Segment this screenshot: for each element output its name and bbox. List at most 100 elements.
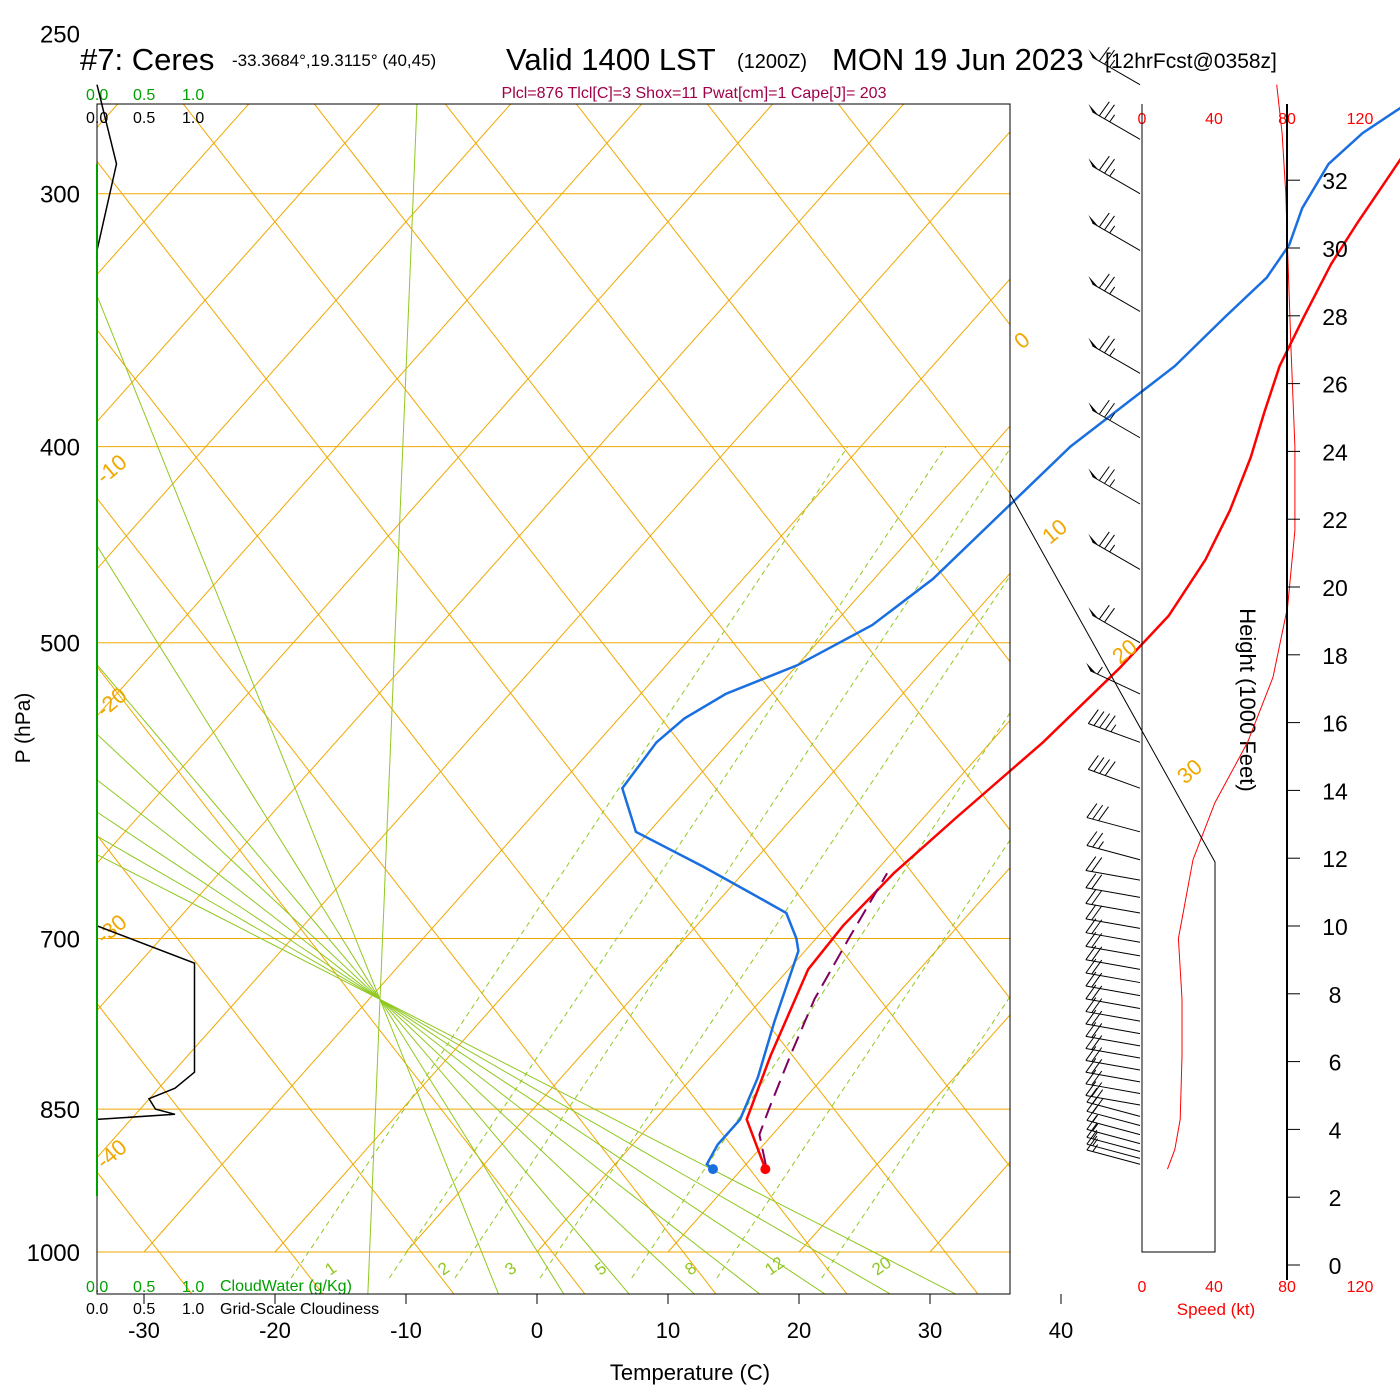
wind-barb-full	[1092, 804, 1104, 820]
wind-barb-staff	[1085, 1011, 1141, 1022]
wind-barb-staff	[1092, 222, 1141, 251]
isotherm-10	[667, 866, 1010, 1253]
wind-barb-16	[1085, 873, 1141, 898]
x-tick-label-40: 40	[1049, 1318, 1073, 1343]
wind-barb-full	[1085, 918, 1097, 933]
wind-barb-staff	[1085, 1083, 1141, 1094]
wind-barb-full	[1092, 832, 1104, 848]
wind-barb-full	[1098, 466, 1110, 481]
isotherm-0	[536, 719, 1010, 1253]
speed-bottom-tick-3: 120	[1347, 1279, 1374, 1296]
height-tick-label-28: 28	[1322, 304, 1348, 330]
wind-barb-full	[1091, 933, 1103, 948]
p-tick-label-400: 400	[40, 435, 80, 462]
wind-barb-full	[1085, 1069, 1097, 1085]
wind-barb-full	[1091, 946, 1103, 962]
wind-barb-staff	[1092, 165, 1141, 195]
speed-top-tick-1: 40	[1205, 111, 1223, 128]
height-tick-label-18: 18	[1322, 643, 1348, 669]
dry-adiabat-30	[97, 665, 586, 1294]
cloud-top-black-1: 0.5	[133, 110, 155, 127]
wind-barb-6	[1088, 399, 1141, 439]
wind-barb-full	[1104, 49, 1115, 65]
wind-barb-37	[1086, 1123, 1141, 1153]
isotherm-label-30: 30	[1172, 754, 1207, 789]
mixing-ratio-2	[389, 446, 947, 1279]
moist-adiabat-25	[97, 811, 826, 1294]
wind-barb-13	[1086, 803, 1141, 833]
wind-barb-staff	[1085, 1059, 1141, 1071]
wind-barb-full	[1091, 1059, 1103, 1074]
wind-barb-half	[1098, 841, 1104, 849]
height-tick-label-20: 20	[1322, 575, 1348, 601]
moist-adiabat-10	[97, 663, 630, 1294]
cloud-bottom-black-0: 0.0	[86, 1301, 108, 1318]
wind-barb-staff	[1085, 902, 1141, 914]
wind-barb-staff	[1086, 1149, 1141, 1165]
wind-barb-39	[1086, 1135, 1141, 1165]
wind-barb-half	[1109, 412, 1116, 421]
wind-barb-full	[1085, 873, 1097, 889]
wind-barb-full	[1104, 607, 1115, 623]
wind-barb-11	[1087, 709, 1141, 743]
isotherm-label-20: 20	[1107, 634, 1142, 669]
height-tick-label-14: 14	[1322, 778, 1348, 804]
wind-barb-5	[1088, 335, 1141, 374]
cloudiness-label: Grid-Scale Cloudiness	[220, 1301, 379, 1318]
isotherm--20	[274, 425, 1010, 1253]
x-tick-label-0: 0	[531, 1318, 543, 1343]
wind-barb-full	[1085, 1081, 1097, 1096]
wind-barb-17	[1085, 889, 1141, 914]
isotherm-50	[1192, 33, 1400, 1252]
speed-bottom-tick-2: 80	[1278, 1279, 1296, 1296]
wind-barb-half	[1109, 286, 1116, 295]
p-tick-label-850: 850	[40, 1097, 80, 1124]
wind-barb-full	[1098, 531, 1110, 547]
wind-barb-full	[1098, 155, 1110, 171]
isotherm--60	[97, 104, 774, 864]
wind-barb-24	[1085, 984, 1141, 1009]
wind-barb-full	[1091, 1070, 1103, 1086]
wind-barb-7	[1088, 466, 1141, 505]
chart-header: #7: Ceres -33.3684°,19.3115° (40,45) Val…	[80, 42, 1277, 102]
isotherm--80	[97, 104, 512, 570]
wind-barb-staff	[1086, 844, 1141, 861]
isotherm-20	[798, 1014, 1010, 1253]
wind-barb-full	[1104, 215, 1115, 231]
height-tick-label-0: 0	[1329, 1253, 1342, 1279]
wind-barb-full	[1087, 755, 1099, 770]
mixing-ratio-label-8: 8	[681, 1258, 700, 1279]
wind-barb-full	[1086, 1115, 1098, 1130]
moist-adiabat--10	[367, 104, 418, 1294]
wind-barb-staff	[1085, 998, 1141, 1009]
wind-barb-staff	[1086, 817, 1141, 833]
wind-barb-full	[1098, 604, 1110, 620]
height-tick-label-12: 12	[1322, 846, 1348, 872]
cloud-top-green-0: 0.0	[86, 87, 108, 104]
forecast-label: [12hrFcst@0358z]	[1105, 50, 1277, 73]
wind-barb-half	[1092, 1144, 1099, 1152]
moist-adiabat-20	[97, 779, 761, 1294]
wind-barb-half	[1109, 479, 1116, 487]
sounding-data	[96, 46, 1400, 1175]
wind-barb-full	[1104, 715, 1116, 730]
dry-adiabat-100	[575, 104, 1010, 663]
wind-barb-4	[1088, 273, 1141, 312]
wind-barb-full	[1104, 158, 1115, 174]
wind-barb-half	[1109, 114, 1116, 123]
wind-barb-staff	[1085, 918, 1141, 929]
wind-barb-12	[1087, 755, 1141, 789]
height-tick-label-10: 10	[1322, 914, 1348, 940]
dry-adiabat-10	[97, 1002, 324, 1294]
isotherm--30	[143, 278, 1010, 1253]
wind-barb-full	[1086, 1123, 1098, 1138]
wind-barb-full	[1091, 1035, 1103, 1050]
series-dewpoint-surface-point	[707, 1164, 718, 1175]
wind-barb-full	[1086, 1087, 1098, 1103]
wind-barb-staff	[1086, 1110, 1141, 1127]
mixing-ratio-label-3: 3	[501, 1258, 520, 1279]
wind-barb-staff	[1085, 887, 1141, 898]
height-tick-label-8: 8	[1329, 982, 1342, 1008]
wind-barb-half	[1109, 348, 1116, 357]
cloud-water-label: CloudWater (g/Kg)	[220, 1278, 352, 1295]
